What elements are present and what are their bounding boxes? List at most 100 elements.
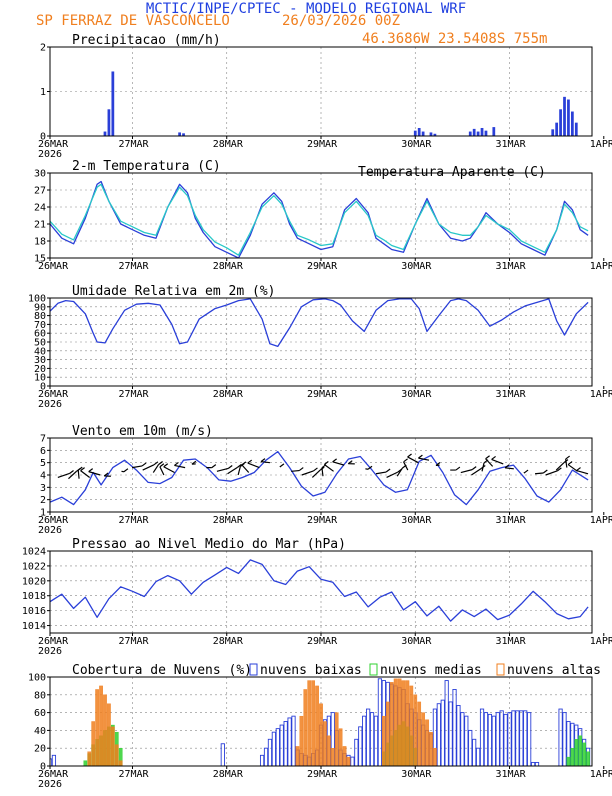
cloud-bar-nuvens-altas [339,729,342,766]
y-tick-label: 6 [40,446,46,457]
y-tick-label: 100 [28,673,46,684]
cloud-bar-nuvens-medias [579,736,582,766]
wind-barb [291,471,299,472]
y-tick-label: 1020 [22,576,46,587]
x-tick-label: 29MAR [307,515,338,526]
cloud-bar-nuvens-altas [402,681,405,766]
cloud-bar-nuvens-altas [95,689,98,766]
cloud-bar-nuvens-altas [425,720,428,766]
cloud-bar-nuvens-altas [88,752,91,766]
y-tick-label: 1022 [22,561,46,572]
y-tick-label: 100 [28,294,46,305]
x-tick-label: 30MAR [401,769,432,780]
x-tick-label: 31MAR [496,389,527,400]
cloud-bar-nuvens-altas [323,722,326,767]
precip-bar [104,132,107,136]
x-tick-label: 29MAR [307,139,338,150]
header-station: SP FERRAZ DE VASCONCELO [36,13,230,29]
cloud-bar-nuvens-medias [582,743,585,766]
x-tick-label: 30MAR [401,389,432,400]
precip-bar [422,132,425,136]
cloud-bar-nuvens-altas [418,702,421,766]
panel-title: Cobertura de Nuvens (%) [72,663,252,678]
precip-bar [571,112,574,136]
y-tick-label: 1024 [22,547,46,558]
cloud-bar-nuvens-altas [304,689,307,766]
x-tick-label: 27MAR [118,769,149,780]
x-tick-label: 1APR [590,515,612,526]
y-tick-label: 2 [40,495,46,506]
x-tick-label: 29MAR [307,261,338,272]
cloud-bar-nuvens-altas [398,679,401,766]
x-tick-label: 27MAR [118,139,149,150]
precip-bar [414,131,417,136]
panel-title: Pressao ao Nivel Medio do Mar (hPa) [72,537,346,552]
precip-bar [555,123,558,136]
y-tick-label: 2 [40,43,46,54]
precip-bar [492,127,495,136]
cloud-bar-nuvens-altas [347,757,350,766]
wind-barb [78,470,79,479]
x-tick-label: 1APR [590,389,612,400]
y-tick-label: 80 [34,690,46,701]
panel-title: Precipitacao (mm/h) [72,33,221,48]
cloud-bar-nuvens-altas [410,686,413,766]
header-run-time: 26/03/2026 00Z [282,13,400,29]
cloud-bar-nuvens-altas [421,713,424,766]
x-tick-label: 27MAR [118,261,149,272]
x-tick-label: 28MAR [213,139,244,150]
precip-bar [477,132,480,136]
y-tick-label: 1 [40,87,46,98]
x-year-label: 2026 [38,525,62,536]
cloud-bar-nuvens-altas [335,713,338,766]
x-tick-label: 1APR [590,636,612,647]
y-tick-label: 30 [34,169,46,180]
precip-bar [430,132,433,136]
y-tick-label: 1014 [22,621,46,632]
y-tick-label: 3 [40,483,46,494]
cloud-bar-nuvens-altas [311,681,314,766]
precip-bar [469,132,472,136]
cloud-bar-nuvens-altas [115,745,118,766]
precip-bar [178,132,181,136]
precip-bar [111,71,114,136]
x-tick-label: 29MAR [307,389,338,400]
panel-title: Umidade Relativa em 2m (%) [72,284,276,299]
precip-bar [551,129,554,136]
y-tick-label: 5 [40,458,46,469]
cloud-bar-nuvens-altas [308,681,311,766]
precip-bar [485,131,488,136]
cloud-bar-nuvens-medias [586,752,589,766]
cloud-bar-nuvens-altas [99,686,102,766]
x-tick-label: 29MAR [307,769,338,780]
y-tick-label: 24 [34,203,46,214]
precip-bar [481,128,484,136]
y-tick-label: 20 [34,744,46,755]
precip-bar [563,97,566,136]
x-year-label: 2026 [38,149,62,160]
y-tick-label: 7 [40,434,46,445]
precip-bar [559,109,562,136]
cloud-bar-nuvens-altas [327,736,330,766]
x-tick-label: 29MAR [307,636,338,647]
x-year-label: 2026 [38,399,62,410]
precip-bar [108,109,111,136]
x-tick-label: 31MAR [496,139,527,150]
cloud-bar-nuvens-altas [107,704,110,766]
precip-bar [575,123,578,136]
x-tick-label: 30MAR [401,261,432,272]
header-location: 46.3686W 23.5408S 755m [362,31,547,47]
x-tick-label: 28MAR [213,389,244,400]
cloud-bar-nuvens-medias [84,761,87,766]
cloud-bar-nuvens-altas [315,686,318,766]
panel-title: Vento em 10m (m/s) [72,424,213,439]
cloud-bar-nuvens-altas [382,716,385,766]
cloud-bar-nuvens-altas [343,746,346,766]
legend-label: nuvens baixas [260,663,362,678]
cloud-bar-nuvens-altas [429,732,432,766]
x-year-label: 2026 [38,646,62,657]
cloud-bar-nuvens-altas [111,727,114,766]
x-tick-label: 28MAR [213,515,244,526]
y-tick-label: 1018 [22,591,46,602]
legend-label: nuvens altas [507,663,601,678]
